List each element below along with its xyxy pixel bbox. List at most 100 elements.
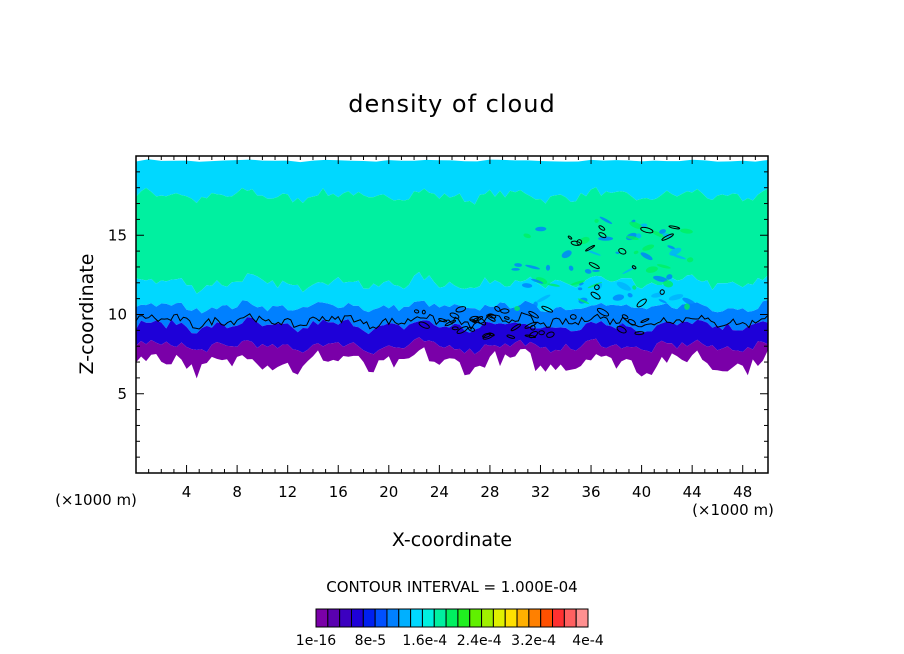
colorbar-swatch <box>327 608 341 628</box>
contour-loop <box>621 314 629 320</box>
contour-loop <box>486 314 496 322</box>
turbulence-patch <box>684 303 690 310</box>
contour-loop <box>590 291 601 300</box>
x-tick-label: 16 <box>329 483 348 501</box>
turbulence-patch <box>642 244 655 251</box>
contour-loop <box>482 332 492 338</box>
turbulence-patch <box>592 269 600 272</box>
colorbar-swatch <box>339 608 352 628</box>
turbulence-patch <box>594 218 599 223</box>
y-tick-label: 15 <box>108 226 127 244</box>
contour-loop <box>444 319 457 327</box>
contour-loop <box>421 309 426 315</box>
layer-cloud-bottom <box>136 337 768 379</box>
contour-interval-text: CONTOUR INTERVAL = 1.000E-04 <box>326 578 577 596</box>
colorbar-swatch <box>528 608 542 628</box>
contour-loop <box>506 334 516 339</box>
turbulence-patch <box>627 292 633 298</box>
contour-loop <box>661 233 674 241</box>
turbulence-patch <box>670 253 686 260</box>
colorbar-swatch <box>481 608 494 628</box>
x-tick-label: 40 <box>632 483 651 501</box>
turbulence-patch <box>656 264 671 269</box>
colorbar-label: 1.6e-4 <box>402 633 447 649</box>
turbulence-patch <box>598 236 614 241</box>
x-tick-label: 44 <box>683 483 702 501</box>
turbulence-patch <box>668 294 684 301</box>
colorbar-swatch <box>410 608 423 628</box>
turbulence-patch <box>535 226 547 232</box>
turbulence-patch <box>514 305 520 312</box>
turbulence-patch <box>587 250 601 256</box>
contour-loop <box>588 262 600 270</box>
contour-loop <box>482 333 494 340</box>
y-tick-label: 10 <box>108 306 127 324</box>
colorbar-labels: 1e-16 8e-5 1.6e-4 2.4e-4 3.2e-4 4e-4 <box>296 633 604 649</box>
contour-loop <box>618 248 627 255</box>
turbulence-patch <box>547 283 560 287</box>
turbulence-patch <box>645 266 658 273</box>
contour-loop <box>503 316 510 320</box>
contour-loop <box>438 318 448 323</box>
contour-loop <box>449 312 460 319</box>
turbulence-patch <box>622 267 635 274</box>
contour-loop <box>451 326 459 331</box>
colorbar-swatch <box>563 608 577 628</box>
density-field <box>136 159 768 379</box>
contour-loop <box>413 309 420 314</box>
turbulence-patch <box>651 230 665 238</box>
x-tick-label: 8 <box>232 483 242 501</box>
contour-loop <box>596 307 610 317</box>
x-tick-label: 36 <box>581 483 600 501</box>
contour-loop <box>640 318 650 324</box>
contour-loop <box>567 235 573 240</box>
x-axis: 4 8 12 16 20 24 28 32 36 40 44 48 <box>148 156 756 501</box>
contour-loop <box>418 321 430 329</box>
x-axis-unit-right: (×1000 m) <box>692 501 774 519</box>
contour-loop <box>569 314 577 320</box>
turbulence-patch <box>612 294 625 301</box>
colorbar-swatch <box>374 608 388 628</box>
contour-loop <box>598 225 606 231</box>
contour-loop <box>634 331 645 336</box>
x-tick-label: 12 <box>278 483 297 501</box>
x-tick-label: 28 <box>480 483 499 501</box>
turbulence-patch <box>666 274 673 280</box>
colorbar-swatch <box>433 608 447 628</box>
colorbar-swatch <box>492 608 506 628</box>
contour-loop <box>528 330 539 339</box>
contour-loop <box>455 306 467 313</box>
layer-dense-base <box>136 317 768 355</box>
turbulence-patch <box>680 228 693 234</box>
turbulence-patch <box>635 233 642 239</box>
colorbar-swatch <box>398 608 412 628</box>
contour-loop <box>530 324 536 331</box>
contour-loop <box>528 310 539 319</box>
colorbar-swatch <box>540 608 554 628</box>
turbulence-patch <box>514 263 522 267</box>
contour-loop <box>541 305 554 313</box>
turbulence-patch <box>570 280 586 286</box>
contour-lines <box>136 225 768 340</box>
x-tick-label: 4 <box>182 483 192 501</box>
colorbar-label: 3.2e-4 <box>511 633 556 649</box>
x-tick-label: 24 <box>430 483 449 501</box>
contour-loop <box>468 326 475 332</box>
turbulence-patch <box>682 297 696 306</box>
contour-loop <box>456 326 469 334</box>
contour-loop <box>668 225 681 230</box>
colorbar-swatch <box>386 608 400 628</box>
colorbar-swatch <box>362 608 376 628</box>
colorbar-label: 2.4e-4 <box>457 633 502 649</box>
chart-title: density of cloud <box>348 90 555 118</box>
x-axis-unit-left: (×1000 m) <box>55 491 137 509</box>
turbulence-patch <box>577 287 583 291</box>
turbulence-patch <box>577 298 590 304</box>
colorbar-label: 4e-4 <box>572 633 604 649</box>
colorbar-swatch <box>350 608 364 628</box>
turbulence-patch <box>521 283 533 288</box>
turbulence-patch <box>523 233 531 239</box>
colorbar-swatch <box>575 608 589 628</box>
